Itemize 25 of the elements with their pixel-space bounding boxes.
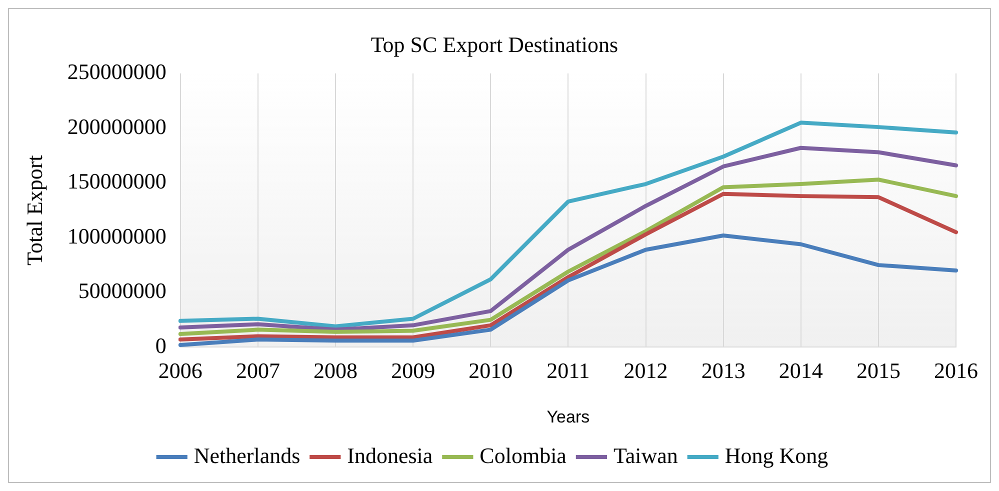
chart-title: Top SC Export Destinations [370, 32, 618, 57]
y-tick-label: 150000000 [67, 168, 166, 194]
x-tick-label: 2013 [701, 358, 746, 384]
x-tick-label: 2009 [391, 358, 436, 384]
x-tick-label: 2008 [314, 358, 358, 384]
legend-label: Indonesia [347, 442, 433, 468]
x-tick-label: 2010 [468, 358, 513, 384]
legend-label: Hong Kong [724, 442, 828, 468]
y-tick-label: 100000000 [67, 223, 166, 248]
legend-label: Netherlands [194, 442, 300, 468]
x-tick-label: 2007 [236, 358, 280, 384]
x-tick-label: 2006 [158, 358, 202, 384]
x-tick-label: 2016 [934, 358, 978, 384]
x-tick-label: 2012 [624, 358, 668, 384]
y-tick-label: 0 [155, 332, 166, 358]
legend-label: Colombia [480, 442, 567, 468]
y-axis-title: Total Export [22, 155, 47, 266]
x-tick-label: 2015 [856, 358, 900, 384]
x-tick-label: 2011 [546, 358, 590, 384]
x-tick-label: 2014 [778, 358, 823, 384]
y-tick-label: 50000000 [78, 278, 166, 304]
y-tick-label: 200000000 [67, 114, 166, 139]
y-tick-label: 250000000 [67, 59, 166, 84]
x-axis-title: Years [546, 407, 590, 426]
legend-label: Taiwan [613, 442, 678, 468]
